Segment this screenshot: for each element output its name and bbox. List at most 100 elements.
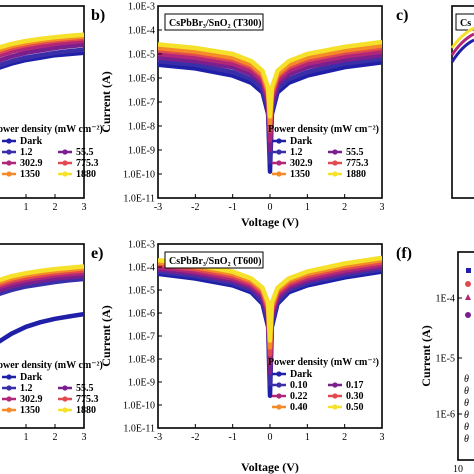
panel-e-legend-marker [276, 404, 282, 410]
panel-e-legend-label: 0.40 [290, 402, 308, 413]
panel-b-data-point [231, 74, 235, 78]
panel-e-data-point [158, 258, 160, 262]
panel-f-marker: θ [464, 434, 469, 445]
panel-e-ytick-label: 1.0E-3 [128, 240, 155, 251]
panel-a-data-point [38, 37, 43, 41]
panel-f-marker [465, 312, 471, 318]
panel-a-data-point [38, 44, 43, 48]
panel-e-xtick-label: -3 [154, 432, 162, 443]
panel-b-ytick-label: 1.0E-6 [128, 74, 155, 85]
panel-d-legend-marker [6, 396, 12, 402]
panel-d-data-point [53, 267, 57, 271]
panel-e-legend-marker [332, 393, 338, 399]
panel-f-markers: θ θ θ θ θ θ [464, 268, 471, 445]
panel-b-xlabel: Voltage (V) [241, 215, 299, 229]
panel-d-data-point [38, 320, 43, 324]
panel-a-legend-marker [6, 160, 12, 166]
panel-d-legend-marker [6, 385, 12, 391]
panel-b-data-point [380, 57, 382, 61]
panel-b-ytick-label: 1.0E-7 [128, 98, 155, 109]
panel-b-ytick-label: 1.0E-8 [128, 122, 155, 133]
panel-f-ytick-label: 1E-4 [436, 294, 455, 305]
panel-a-data-point [82, 33, 84, 37]
panel-f-marker [465, 281, 471, 287]
panel-e-legend-label: 0.10 [290, 380, 308, 391]
panel-b-legend-label: 1.2 [290, 147, 303, 158]
panel-a-legend-label: 775.3 [76, 158, 99, 169]
panel-f-xtick: 10 [453, 464, 463, 474]
panel-b-ytick-label: 1.0E-9 [128, 146, 155, 157]
panel-c: c) Cs [396, 5, 474, 199]
panel-d-data-point [38, 282, 43, 286]
panel-e-xtick-label: 1 [305, 432, 310, 443]
panel-b-xtick-label: 0 [268, 202, 273, 213]
panel-b: b) 1.0E-11 1.0E-10 1.0E-9 1.0E-8 1.0E-7 1.0E-… [91, 2, 385, 230]
panel-f-ytick-label: 1E-6 [436, 410, 455, 421]
panel-d-data-point [67, 266, 72, 270]
panel-b-data-point [266, 86, 270, 90]
panel-d-data-point [67, 314, 72, 318]
panel-a-data-point [67, 34, 72, 38]
panel-b-letter: b) [91, 7, 105, 24]
panel-e-ytick-label: 1.0E-8 [128, 355, 155, 366]
panel-d-legend-label: Dark [20, 372, 43, 383]
panel-e-legend-title: Power density (mW cm⁻²) [268, 357, 379, 368]
panel-d-data-point [67, 278, 72, 282]
panel-d-data-point [82, 277, 84, 281]
panel-b-title-box [164, 13, 264, 31]
panel-b-data-point [193, 50, 197, 54]
panel-b-data-point [193, 46, 197, 50]
panel-b-data-point [231, 52, 235, 56]
panel-e-legend-label: 0.17 [346, 380, 364, 391]
panel-e-xtick-label: -2 [191, 432, 199, 443]
panel-b-data-point [268, 148, 272, 152]
panel-b-data-point [268, 122, 272, 126]
panel-b-data-point [305, 56, 309, 60]
panel-d-xtick-label: 2 [53, 432, 58, 443]
panel-b-legend-marker [276, 160, 282, 166]
panel-b-xtick-label: -1 [228, 202, 236, 213]
panel-a-data-point [24, 46, 28, 51]
panel-d-legend-label: 775.3 [76, 394, 99, 405]
panel-e-data-point [287, 276, 291, 281]
panel-a-legend-label: 1350 [20, 169, 40, 180]
panel-a-legend-label: 1880 [76, 169, 96, 180]
panel-c-curve [450, 26, 474, 49]
panel-e-legend-marker [276, 382, 282, 388]
panel-a-legend-marker [62, 160, 68, 166]
panel-a-legend-title: ower density (mW cm⁻²) [0, 124, 103, 135]
panel-f-marker: θ [464, 386, 469, 397]
panel-b-data-point [380, 44, 382, 48]
panel-b-data-point [193, 63, 197, 67]
panel-a-data-point [82, 43, 84, 47]
panel-b-data-point [305, 52, 309, 56]
panel-a-xtick-label: 1 [24, 202, 29, 213]
panel-e-legend-label: 0.50 [346, 402, 364, 413]
panel-d-xtick-label: 3 [82, 432, 87, 443]
panel-e-data-point [268, 394, 272, 398]
panel-b-ylabel: Current (A) [99, 71, 113, 132]
panel-b-data-point [305, 70, 309, 74]
panel-e-data-point [270, 301, 274, 305]
panel-b-data-point [380, 40, 382, 44]
panel-b-data-point [268, 170, 272, 174]
panel-e-data-point [268, 339, 272, 343]
panel-e-legend-label: Dark [290, 369, 313, 380]
panel-b-legend-marker [332, 171, 338, 177]
panel-a-data-point [53, 51, 57, 55]
panel-b-legend-title: Power density (mW cm⁻²) [268, 124, 379, 135]
panel-b-xtick-label: 3 [380, 202, 385, 213]
panel-b-data-point [260, 69, 265, 73]
panel-e-xtick-label: -1 [228, 432, 236, 443]
panel-f-ylabel: Current (A) [419, 325, 433, 386]
panel-b-xtick-label: 1 [305, 202, 310, 213]
panel-e-title: CsPbBr₃/SnO₂ (T600) [169, 256, 261, 267]
panel-d-frame [0, 243, 85, 429]
panel-b-xtick-label: -3 [154, 202, 162, 213]
panel-b-data-point [231, 62, 235, 66]
panel-e-ytick-label: 1.0E-10 [123, 401, 155, 412]
panel-d-legend-marker [62, 407, 68, 413]
panel-b-data-point [158, 46, 160, 50]
panel-e-title-box [164, 251, 264, 269]
